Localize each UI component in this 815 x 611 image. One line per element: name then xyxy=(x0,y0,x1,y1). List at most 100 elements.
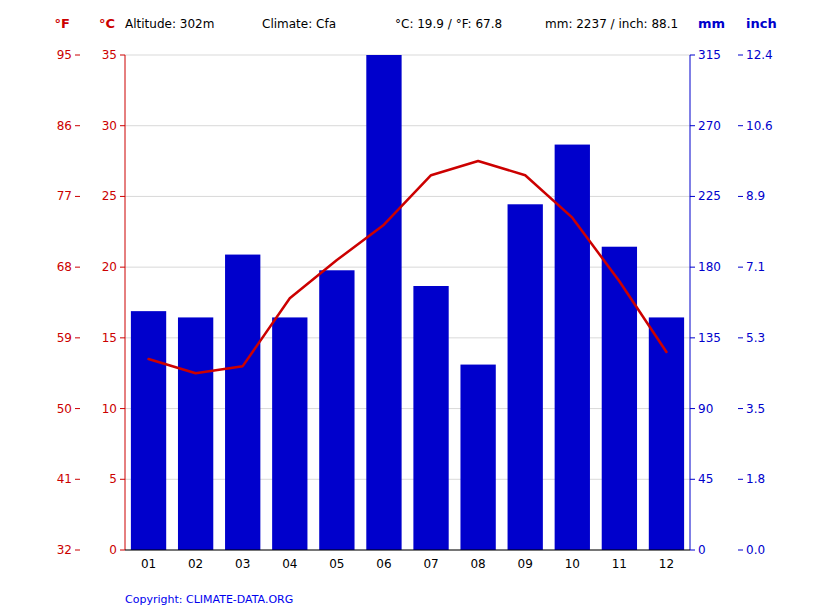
tick-label: 315 xyxy=(698,48,721,62)
grid-line xyxy=(125,55,690,56)
annotation: °C: 19.9 / °F: 67.8 xyxy=(395,17,502,31)
bar xyxy=(178,317,213,550)
tick xyxy=(690,408,695,409)
axis-line xyxy=(125,55,126,550)
tick-label: 50 xyxy=(57,402,72,416)
tick xyxy=(690,267,695,268)
tick xyxy=(75,267,80,268)
tick-label: 02 xyxy=(188,557,203,571)
tick-label: 10.6 xyxy=(746,119,773,133)
tick-label: 04 xyxy=(282,557,297,571)
tick-label: 3.5 xyxy=(746,402,765,416)
tick-label: 10 xyxy=(102,402,117,416)
tick-label: 59 xyxy=(57,331,72,345)
y-axis-left: 051015202530353241505968778695 xyxy=(57,48,125,557)
baseline xyxy=(125,550,690,551)
tick-label: 32 xyxy=(57,543,72,557)
bar xyxy=(272,317,307,550)
tick-label: 12.4 xyxy=(746,48,773,62)
tick xyxy=(738,196,743,197)
annotation: Copyright: CLIMATE-DATA.ORG xyxy=(125,593,293,606)
tick xyxy=(738,337,743,338)
bar xyxy=(225,255,260,550)
axis-line xyxy=(690,55,691,550)
tick-label: 0 xyxy=(109,543,117,557)
tick xyxy=(120,550,125,551)
tick-label: 25 xyxy=(102,189,117,203)
tick xyxy=(738,408,743,409)
tick xyxy=(738,267,743,268)
tick xyxy=(75,408,80,409)
axis-label: mm xyxy=(698,16,725,31)
tick-label: 10 xyxy=(565,557,580,571)
tick-label: 270 xyxy=(698,119,721,133)
tick xyxy=(120,125,125,126)
tick-label: 41 xyxy=(57,472,72,486)
tick-label: 77 xyxy=(57,189,72,203)
tick xyxy=(75,550,80,551)
tick-label: 225 xyxy=(698,189,721,203)
tick xyxy=(120,267,125,268)
bar xyxy=(602,247,637,550)
tick-label: 5.3 xyxy=(746,331,765,345)
tick xyxy=(738,479,743,480)
tick-label: 11 xyxy=(612,557,627,571)
tick xyxy=(738,125,743,126)
tick xyxy=(75,479,80,480)
tick xyxy=(690,196,695,197)
tick-label: 1.8 xyxy=(746,472,765,486)
tick-label: 180 xyxy=(698,260,721,274)
tick-label: 7.1 xyxy=(746,260,765,274)
bar xyxy=(131,311,166,550)
axis-label: °F xyxy=(55,16,70,31)
tick xyxy=(120,479,125,480)
grid-line xyxy=(125,550,690,551)
grid-line xyxy=(125,196,690,197)
tick-label: 86 xyxy=(57,119,72,133)
tick xyxy=(690,55,695,56)
tick-label: 09 xyxy=(518,557,533,571)
tick xyxy=(690,337,695,338)
bar xyxy=(319,270,354,550)
axis-label: inch xyxy=(746,16,777,31)
tick xyxy=(75,125,80,126)
tick-label: 68 xyxy=(57,260,72,274)
grid xyxy=(125,55,690,550)
data xyxy=(131,55,684,550)
y-axis-right: 0 45 90 135 180 225 270 315 0.0 1.8 3.5 5.3 7.1 8.9 10… xyxy=(690,48,773,557)
tick-label: 01 xyxy=(141,557,156,571)
tick-label: 35 xyxy=(102,48,117,62)
tick xyxy=(738,55,743,56)
tick-label: 05 xyxy=(329,557,344,571)
tick-label: 08 xyxy=(470,557,485,571)
axis-label: °C xyxy=(99,16,115,31)
tick xyxy=(120,408,125,409)
tick-label: 06 xyxy=(376,557,391,571)
tick xyxy=(120,55,125,56)
x-axis: 01 02 03 04 05 06 07 08 09 10 11 12 xyxy=(141,557,674,571)
bar xyxy=(460,365,495,550)
tick-label: 12 xyxy=(659,557,674,571)
tick xyxy=(75,196,80,197)
tick xyxy=(120,196,125,197)
annotation: Climate: Cfa xyxy=(262,17,336,31)
tick-label: 30 xyxy=(102,119,117,133)
tick xyxy=(75,55,80,56)
bar xyxy=(366,55,401,550)
tick-label: 45 xyxy=(698,472,713,486)
tick-label: 8.9 xyxy=(746,189,765,203)
tick-label: 90 xyxy=(698,402,713,416)
line xyxy=(149,161,667,373)
bar xyxy=(508,204,543,550)
tick-label: 15 xyxy=(102,331,117,345)
tick-label: 07 xyxy=(423,557,438,571)
tick xyxy=(690,125,695,126)
grid-line xyxy=(125,125,690,126)
tick-label: 0 xyxy=(698,543,706,557)
tick-label: 135 xyxy=(698,331,721,345)
annotation: Altitude: 302m xyxy=(125,17,214,31)
tick-label: 03 xyxy=(235,557,250,571)
tick xyxy=(690,479,695,480)
tick-label: 0.0 xyxy=(746,543,765,557)
bar xyxy=(413,286,448,550)
